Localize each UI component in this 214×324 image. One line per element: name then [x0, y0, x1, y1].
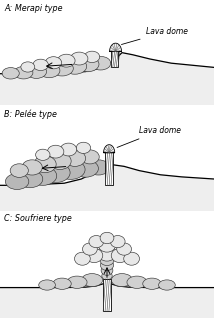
- Ellipse shape: [67, 276, 87, 288]
- Ellipse shape: [159, 280, 175, 290]
- Ellipse shape: [63, 58, 87, 74]
- Ellipse shape: [70, 52, 88, 65]
- Ellipse shape: [53, 278, 71, 289]
- Ellipse shape: [100, 260, 114, 271]
- Ellipse shape: [84, 51, 100, 63]
- Ellipse shape: [29, 167, 57, 185]
- Ellipse shape: [73, 160, 98, 177]
- Ellipse shape: [39, 64, 60, 78]
- Text: Lava dome: Lava dome: [117, 126, 181, 147]
- Ellipse shape: [76, 142, 91, 154]
- Ellipse shape: [111, 273, 132, 287]
- Ellipse shape: [33, 59, 48, 71]
- Ellipse shape: [22, 160, 42, 175]
- Ellipse shape: [98, 246, 116, 261]
- Ellipse shape: [64, 150, 86, 167]
- Ellipse shape: [80, 150, 99, 164]
- Ellipse shape: [2, 68, 19, 79]
- Ellipse shape: [74, 252, 90, 265]
- Text: A: Merapi type: A: Merapi type: [4, 4, 63, 13]
- Ellipse shape: [60, 143, 77, 156]
- Ellipse shape: [56, 160, 85, 179]
- Ellipse shape: [89, 236, 104, 248]
- Ellipse shape: [10, 164, 28, 177]
- Text: B: Pelée type: B: Pelée type: [4, 109, 57, 119]
- Ellipse shape: [17, 170, 43, 188]
- Ellipse shape: [143, 278, 161, 289]
- Ellipse shape: [90, 56, 111, 70]
- Ellipse shape: [5, 174, 29, 190]
- Polygon shape: [104, 145, 115, 153]
- Ellipse shape: [101, 266, 113, 275]
- Ellipse shape: [39, 280, 55, 290]
- Ellipse shape: [41, 163, 70, 182]
- Ellipse shape: [100, 254, 114, 266]
- Ellipse shape: [98, 237, 116, 252]
- Ellipse shape: [36, 149, 50, 160]
- Bar: [103, 279, 111, 311]
- Ellipse shape: [111, 249, 128, 263]
- Ellipse shape: [21, 62, 35, 72]
- Ellipse shape: [14, 66, 33, 79]
- Text: Lava dome: Lava dome: [121, 27, 187, 44]
- Ellipse shape: [124, 252, 140, 265]
- Text: C: Soufriere type: C: Soufriere type: [4, 214, 72, 224]
- Ellipse shape: [51, 61, 73, 76]
- Ellipse shape: [48, 145, 64, 158]
- Ellipse shape: [87, 160, 110, 175]
- Ellipse shape: [102, 272, 112, 280]
- Ellipse shape: [26, 65, 47, 78]
- Bar: [111, 50, 118, 67]
- Ellipse shape: [127, 276, 147, 288]
- Ellipse shape: [110, 236, 125, 248]
- Ellipse shape: [45, 57, 62, 69]
- Polygon shape: [110, 43, 122, 52]
- Ellipse shape: [58, 54, 75, 67]
- Ellipse shape: [82, 273, 103, 287]
- Bar: [105, 152, 113, 185]
- Ellipse shape: [49, 153, 71, 169]
- Ellipse shape: [76, 57, 99, 72]
- Ellipse shape: [100, 232, 114, 244]
- Ellipse shape: [34, 156, 56, 173]
- Ellipse shape: [117, 243, 131, 255]
- Ellipse shape: [86, 249, 103, 263]
- Ellipse shape: [83, 243, 97, 255]
